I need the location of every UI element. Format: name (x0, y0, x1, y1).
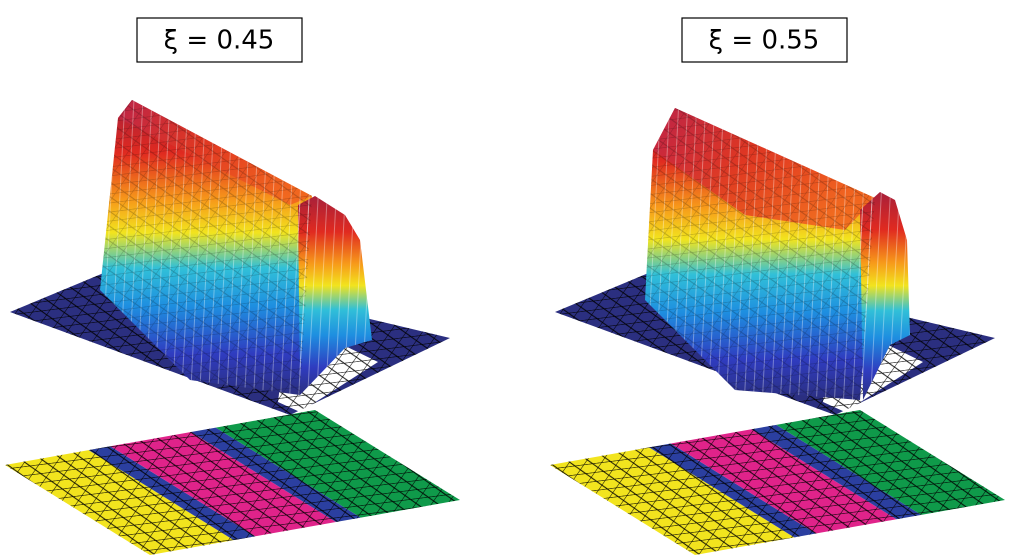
label-box (136, 17, 303, 63)
panel-label: ξ = 0.55 (709, 26, 820, 56)
surface-lines (860, 192, 910, 400)
surface-lines (298, 196, 372, 395)
panel: ξ = 0.45 (5, 17, 460, 555)
label-box (681, 17, 848, 63)
panel-label: ξ = 0.45 (164, 26, 275, 56)
panels: ξ = 0.45 ξ = 0.55 (5, 17, 1005, 555)
surface-mesh (645, 108, 875, 400)
partition-mesh (550, 410, 1005, 555)
panel: ξ = 0.55 (550, 17, 1005, 555)
partition-mesh (5, 410, 460, 555)
surface-mesh (100, 100, 312, 395)
